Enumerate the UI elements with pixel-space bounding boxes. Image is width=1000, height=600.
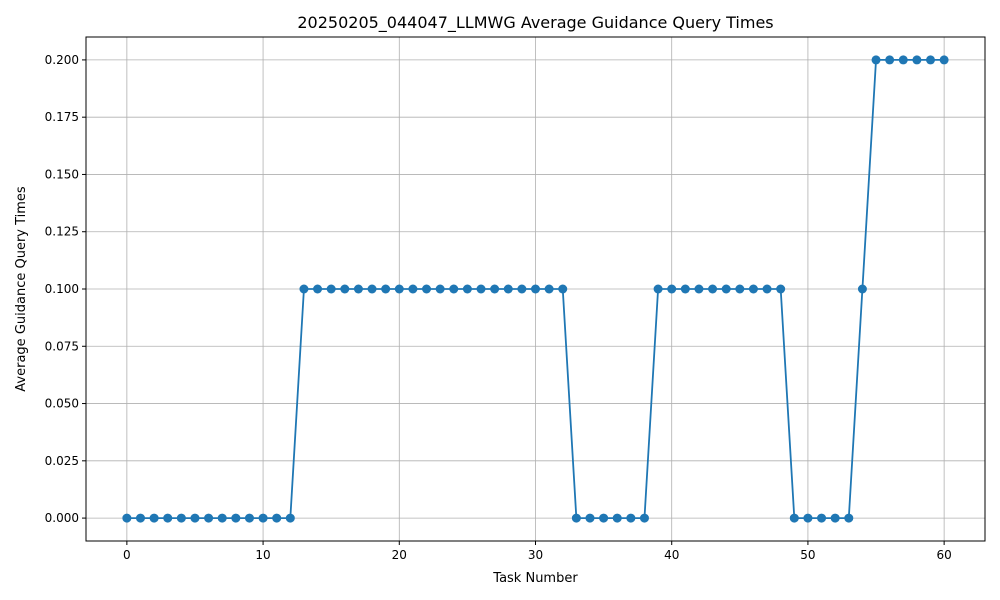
series-group (122, 55, 949, 523)
x-tick-label: 20 (392, 548, 407, 562)
data-point (721, 284, 731, 294)
data-point (830, 513, 840, 523)
data-point (503, 284, 513, 294)
y-tick-label: 0.200 (45, 53, 79, 67)
y-axis-ticks: 0.000 0.025 0.050 0.075 0.100 0.125 0.150 0.175… (45, 53, 86, 525)
data-point (326, 284, 336, 294)
data-point (340, 284, 350, 294)
data-point (204, 513, 214, 523)
y-tick-label: 0.075 (45, 339, 79, 353)
data-point (449, 284, 459, 294)
x-tick-label: 30 (528, 548, 543, 562)
data-point (653, 284, 663, 294)
data-point (612, 513, 622, 523)
data-point (490, 284, 500, 294)
data-point (313, 284, 323, 294)
data-point (789, 513, 799, 523)
x-axis-ticks: 0 10 20 30 40 50 60 (123, 541, 952, 562)
data-point (571, 513, 581, 523)
data-point (898, 55, 908, 65)
data-point (163, 513, 173, 523)
data-point (381, 284, 391, 294)
data-point (735, 284, 745, 294)
data-point (258, 513, 268, 523)
data-point (871, 55, 881, 65)
data-point (912, 55, 922, 65)
data-point (680, 284, 690, 294)
data-point (367, 284, 377, 294)
x-tick-label: 40 (664, 548, 679, 562)
data-point (708, 284, 718, 294)
data-point (599, 513, 609, 523)
data-point (285, 513, 295, 523)
y-axis-label: Average Guidance Query Times (14, 186, 29, 392)
x-tick-label: 10 (255, 548, 270, 562)
data-point (176, 513, 186, 523)
data-point (517, 284, 527, 294)
data-point (939, 55, 949, 65)
data-point (135, 513, 145, 523)
data-point (476, 284, 486, 294)
x-tick-label: 60 (936, 548, 951, 562)
data-point (748, 284, 758, 294)
data-point (667, 284, 677, 294)
data-point (803, 513, 813, 523)
y-tick-label: 0.175 (45, 110, 79, 124)
y-tick-label: 0.050 (45, 397, 79, 411)
y-tick-label: 0.125 (45, 225, 79, 239)
data-point (558, 284, 568, 294)
data-point (926, 55, 936, 65)
chart-title: 20250205_044047_LLMWG Average Guidance Q… (297, 13, 773, 33)
y-tick-label: 0.100 (45, 282, 79, 296)
data-point (408, 284, 418, 294)
y-tick-label: 0.150 (45, 167, 79, 181)
data-point (531, 284, 540, 294)
data-point (844, 513, 854, 523)
data-point (394, 284, 404, 294)
data-point (817, 513, 827, 523)
data-point (857, 284, 867, 294)
data-point (149, 513, 159, 523)
x-tick-label: 50 (800, 548, 815, 562)
data-point (422, 284, 432, 294)
data-point (122, 513, 132, 523)
data-point (353, 284, 363, 294)
data-point (762, 284, 772, 294)
data-point (217, 513, 227, 523)
data-point (299, 284, 309, 294)
data-point (190, 513, 200, 523)
data-point (885, 55, 895, 65)
data-point (244, 513, 254, 523)
data-point (462, 284, 472, 294)
y-tick-label: 0.000 (45, 511, 79, 525)
data-point (694, 284, 704, 294)
x-axis-label: Task Number (492, 571, 578, 586)
data-point (231, 513, 241, 523)
data-point (435, 284, 445, 294)
data-point (585, 513, 595, 523)
data-point (776, 284, 786, 294)
data-point (626, 513, 636, 523)
data-point (544, 284, 554, 294)
data-point (272, 513, 282, 523)
data-point (639, 513, 649, 523)
y-tick-label: 0.025 (45, 454, 79, 468)
x-tick-label: 0 (123, 548, 131, 562)
